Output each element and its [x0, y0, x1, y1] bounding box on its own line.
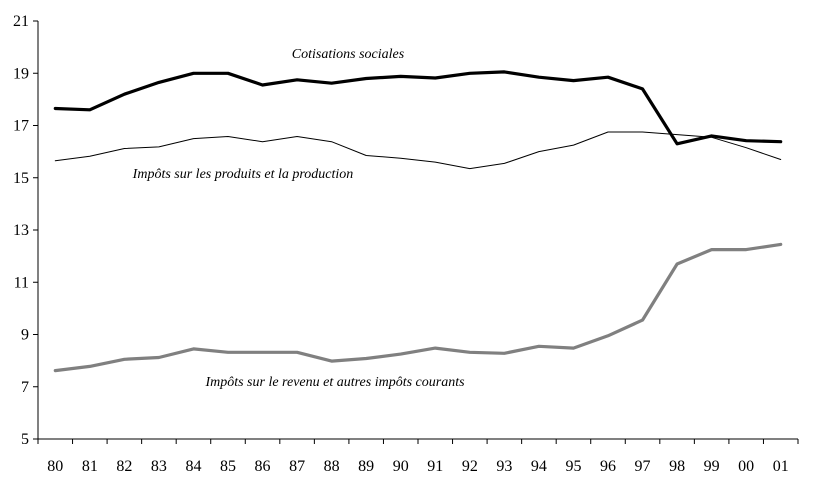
x-tick-label: 85	[220, 458, 236, 475]
x-tick-label: 99	[704, 458, 720, 475]
x-tick-label: 87	[289, 458, 305, 475]
x-tick-label: 94	[531, 458, 547, 475]
y-tick-label: 7	[21, 379, 29, 396]
x-tick-label: 96	[600, 458, 616, 475]
x-tick-label: 92	[462, 458, 478, 475]
x-tick-label: 84	[185, 458, 201, 475]
y-tick-label: 9	[21, 327, 29, 344]
x-tick-label: 89	[358, 458, 374, 475]
x-tick-label: 01	[773, 458, 789, 475]
y-tick-label: 13	[13, 222, 29, 239]
x-tick-label: 90	[393, 458, 409, 475]
series-lines	[53, 70, 783, 373]
x-tick-label: 98	[669, 458, 685, 475]
series-line-3	[53, 242, 783, 373]
x-tick-label: 00	[738, 458, 754, 475]
series-line-2	[54, 131, 782, 170]
y-axis-ticks: 5 7 9 11 13 15 17 19 21	[13, 13, 38, 448]
x-tick-label: 91	[427, 458, 443, 475]
y-tick-label: 17	[13, 118, 29, 135]
x-tick-label: 86	[255, 458, 271, 475]
series-labels: Cotisations sociales Impôts sur les prod…	[132, 47, 465, 390]
x-tick-label: 80	[47, 458, 63, 475]
series-label-impots-produits-production: Impôts sur les produits et la production	[132, 167, 354, 182]
y-tick-label: 11	[14, 274, 29, 291]
x-tick-label: 95	[565, 458, 581, 475]
y-tick-label: 15	[13, 170, 29, 187]
series-line-1	[53, 70, 783, 146]
y-tick-label: 19	[13, 65, 29, 82]
series-label-cotisations-sociales: Cotisations sociales	[292, 47, 405, 62]
x-tick-label: 83	[151, 458, 167, 475]
series-label-impots-revenu: Impôts sur le revenu et autres impôts co…	[204, 375, 465, 390]
x-tick-label: 93	[496, 458, 512, 475]
x-tick-label: 81	[82, 458, 98, 475]
x-tick-label: 88	[324, 458, 340, 475]
y-tick-label: 21	[13, 13, 29, 30]
x-tick-label: 97	[635, 458, 651, 475]
y-tick-label: 5	[21, 431, 29, 448]
x-tick-label: 82	[116, 458, 132, 475]
x-axis-ticks: 80 81 82 83 84 85 86 87 88 89 90 91 92 93 94 95 96 97 98 99…	[37, 439, 799, 475]
